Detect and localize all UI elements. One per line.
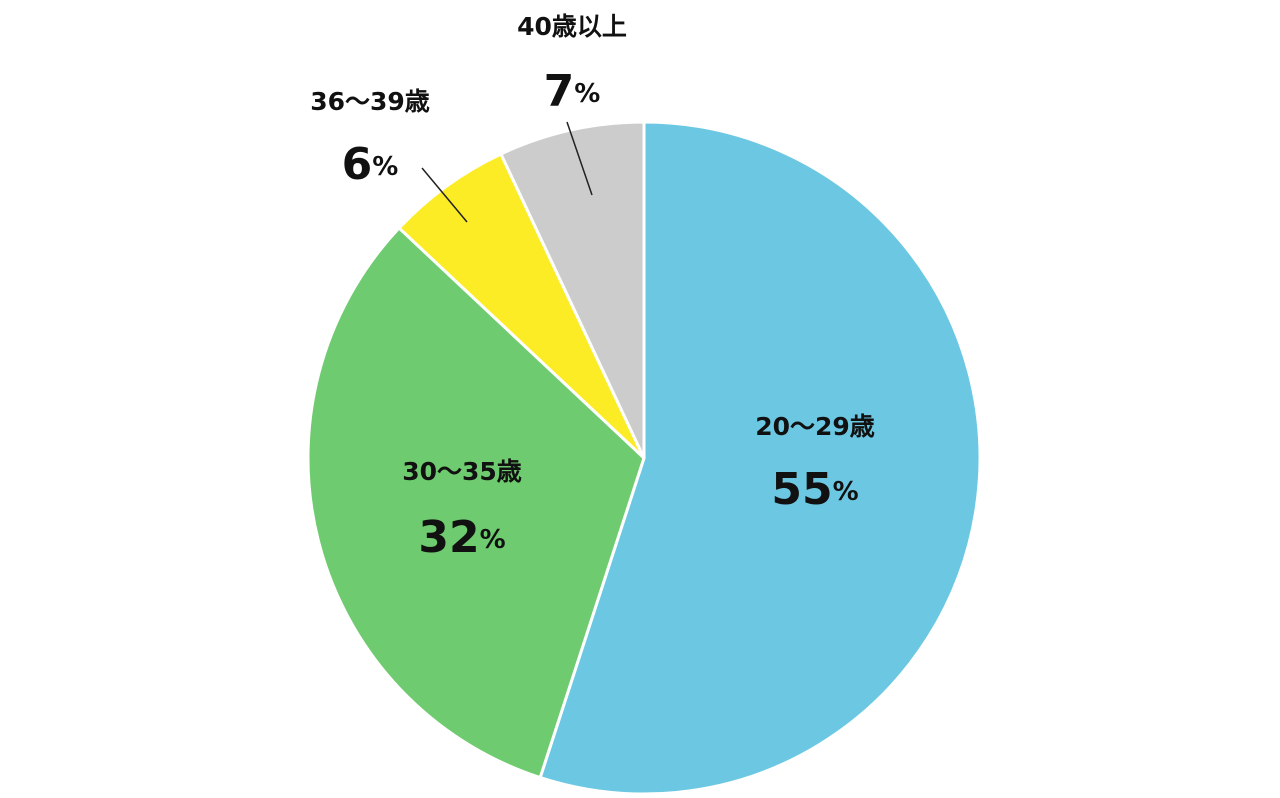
- value-label: 7%: [544, 66, 601, 117]
- value-label: 55%: [771, 464, 858, 515]
- pie-slice: [498, 120, 646, 459]
- category-label: 30〜35歳: [402, 457, 522, 486]
- category-label: 40歳以上: [517, 12, 627, 41]
- category-label: 20〜29歳: [755, 412, 875, 441]
- pie-slice: [538, 120, 982, 796]
- category-label: 36〜39歳: [310, 87, 430, 116]
- leader-line: [566, 121, 593, 196]
- pie-slice: [396, 151, 646, 460]
- value-label: 32%: [418, 512, 505, 563]
- pie-slice: [306, 225, 646, 780]
- value-label: 6%: [342, 139, 399, 190]
- leader-line: [421, 167, 468, 223]
